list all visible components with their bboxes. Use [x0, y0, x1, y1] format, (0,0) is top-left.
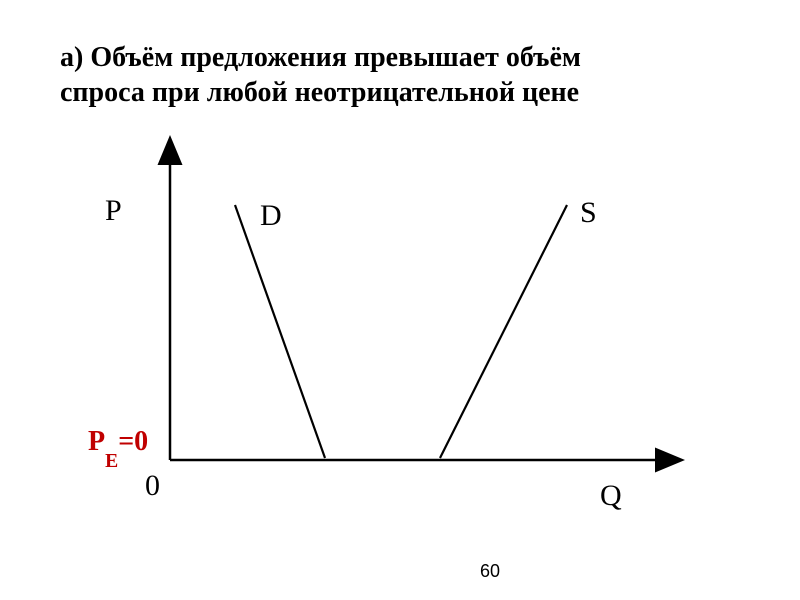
chart-svg: P D S Q 0 PE=0 — [60, 150, 700, 530]
supply-curve — [440, 205, 567, 458]
p-axis-label: P — [105, 194, 122, 227]
title-line-2: спроса при любой неотрицательной цене — [60, 77, 579, 108]
pe-eq: =0 — [118, 426, 148, 457]
pe-equals-zero-label: PE=0 — [88, 426, 148, 472]
pe-sub: E — [105, 451, 118, 472]
d-curve-label: D — [260, 199, 282, 232]
page-number: 60 — [480, 561, 500, 582]
q-axis-label: Q — [600, 479, 622, 512]
pe-main: P — [88, 426, 105, 457]
s-curve-label: S — [580, 196, 597, 229]
demand-curve — [235, 205, 325, 458]
origin-zero-label: 0 — [145, 469, 160, 502]
economics-chart: P D S Q 0 PE=0 — [60, 150, 700, 530]
title-line-1: а) Объём предложения превышает объём — [60, 42, 581, 73]
slide-title: а) Объём предложения превышает объём спр… — [60, 40, 740, 110]
